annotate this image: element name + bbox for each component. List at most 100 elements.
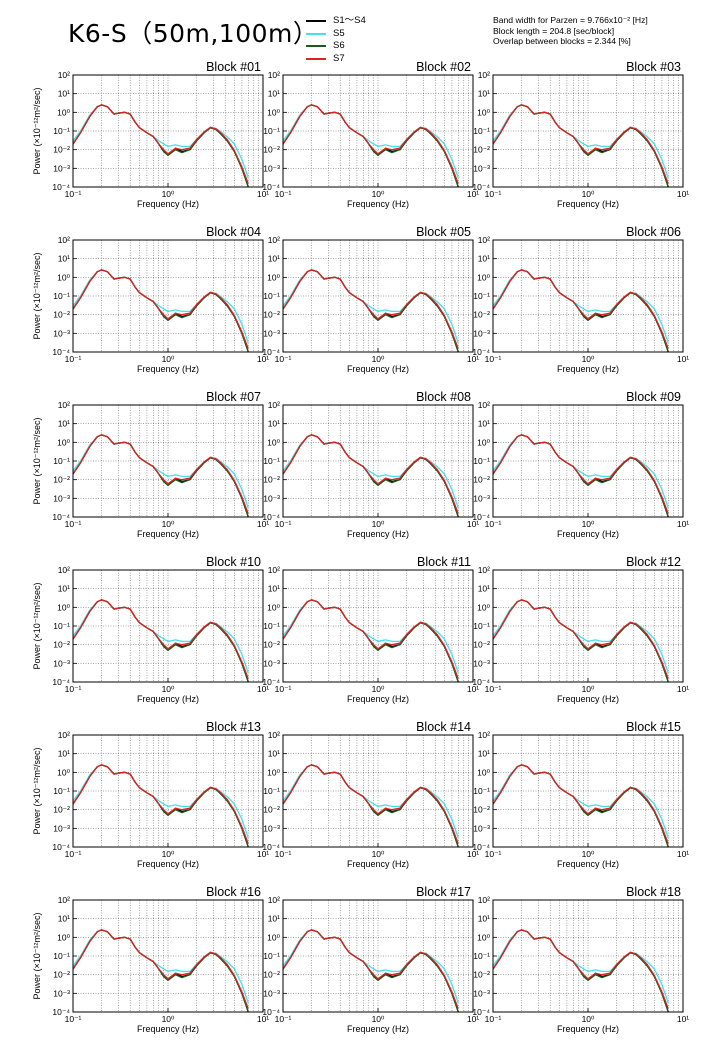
y-tick-label: 10² xyxy=(58,70,70,80)
series-line xyxy=(72,104,249,184)
y-tick-label: 10⁻⁴ xyxy=(52,512,70,522)
x-tick-label: 10¹ xyxy=(467,849,479,859)
legend-item: S7 xyxy=(306,53,366,66)
x-axis-label: Frequency (Hz) xyxy=(557,694,619,704)
series-line xyxy=(282,434,459,509)
y-tick-label: 10¹ xyxy=(58,584,70,594)
y-tick-label: 10² xyxy=(268,565,280,575)
y-tick-label: 10⁻⁴ xyxy=(52,1007,70,1017)
legend-label: S6 xyxy=(333,40,345,51)
y-tick-label: 10² xyxy=(478,565,490,575)
x-tick-label: 10¹ xyxy=(467,684,479,694)
x-tick-label: 10⁰ xyxy=(372,354,385,364)
x-tick-label: 10⁻¹ xyxy=(275,519,292,529)
y-tick-label: 10⁻² xyxy=(53,970,70,980)
y-tick-label: 10⁻¹ xyxy=(263,126,280,136)
y-tick-label: 10¹ xyxy=(268,89,280,99)
y-tick-label: 10⁻⁴ xyxy=(52,842,70,852)
y-tick-label: 10⁰ xyxy=(267,602,280,612)
y-tick-label: 10⁻² xyxy=(473,640,490,650)
y-tick-label: 10⁻⁴ xyxy=(472,512,490,522)
y-tick-label: 10⁰ xyxy=(267,272,280,282)
x-tick-label: 10¹ xyxy=(257,189,269,199)
y-tick-label: 10⁻² xyxy=(263,970,280,980)
legend-swatch xyxy=(306,20,326,23)
series-line xyxy=(282,929,459,1004)
panel-title: Block #11 xyxy=(417,555,471,569)
panel-title: Block #18 xyxy=(626,885,681,899)
panel-title: Block #13 xyxy=(206,720,261,734)
y-axis-label: Power (×10⁻¹²m²/sec) xyxy=(32,417,42,504)
x-tick-label: 10⁰ xyxy=(372,189,385,199)
series-line xyxy=(492,434,669,509)
y-tick-label: 10⁻⁴ xyxy=(472,1007,490,1017)
panel-title: Block #05 xyxy=(416,225,471,239)
y-tick-label: 10⁻³ xyxy=(473,988,490,998)
y-tick-label: 10⁻¹ xyxy=(263,621,280,631)
series-line xyxy=(282,269,459,344)
x-tick-label: 10⁰ xyxy=(582,849,595,859)
y-tick-label: 10⁰ xyxy=(477,437,490,447)
y-tick-label: 10⁻³ xyxy=(473,163,490,173)
y-tick-label: 10⁻³ xyxy=(53,163,70,173)
panel-title: Block #09 xyxy=(626,390,681,404)
y-tick-label: 10⁻¹ xyxy=(473,621,490,631)
y-tick-label: 10⁻² xyxy=(263,145,280,155)
y-tick-label: 10⁻¹ xyxy=(263,456,280,466)
y-tick-label: 10² xyxy=(478,730,490,740)
y-tick-label: 10⁰ xyxy=(477,602,490,612)
y-tick-label: 10⁻¹ xyxy=(473,786,490,796)
legend-label: S5 xyxy=(333,27,345,39)
y-tick-label: 10⁻¹ xyxy=(53,951,70,961)
y-tick-label: 10⁰ xyxy=(267,932,280,942)
x-axis-label: Frequency (Hz) xyxy=(137,199,199,209)
x-axis-label: Frequency (Hz) xyxy=(347,694,409,704)
y-tick-label: 10⁰ xyxy=(57,437,70,447)
y-tick-label: 10² xyxy=(58,400,70,410)
y-tick-label: 10¹ xyxy=(268,914,280,924)
x-tick-label: 10⁰ xyxy=(162,849,175,859)
y-tick-label: 10⁻² xyxy=(473,310,490,320)
y-tick-label: 10⁻⁴ xyxy=(52,677,70,687)
x-axis-label: Frequency (Hz) xyxy=(347,364,409,374)
y-tick-label: 10⁻² xyxy=(53,310,70,320)
x-axis-label: Frequency (Hz) xyxy=(347,529,409,539)
y-tick-label: 10⁻¹ xyxy=(53,126,70,136)
series-line xyxy=(492,269,669,344)
y-tick-label: 10⁻¹ xyxy=(53,291,70,301)
y-tick-label: 10¹ xyxy=(58,749,70,759)
y-tick-label: 10⁻³ xyxy=(263,823,280,833)
y-tick-label: 10² xyxy=(58,235,70,245)
x-tick-label: 10¹ xyxy=(677,519,689,529)
x-tick-label: 10¹ xyxy=(677,684,689,694)
series-line xyxy=(282,599,459,674)
series-line xyxy=(492,599,669,679)
page-title: K6-S（50m,100m） xyxy=(68,19,319,48)
y-tick-label: 10⁻³ xyxy=(53,328,70,338)
x-tick-label: 10⁰ xyxy=(372,849,385,859)
series-line xyxy=(492,929,669,1009)
series-line xyxy=(282,104,459,184)
y-tick-label: 10⁻² xyxy=(53,145,70,155)
y-tick-label: 10⁻¹ xyxy=(473,126,490,136)
y-tick-label: 10⁰ xyxy=(57,272,70,282)
x-tick-label: 10¹ xyxy=(677,1014,689,1024)
y-tick-label: 10⁻² xyxy=(473,805,490,815)
x-axis-label: Frequency (Hz) xyxy=(557,364,619,374)
series-line xyxy=(492,599,669,674)
y-tick-label: 10⁻² xyxy=(473,970,490,980)
x-tick-label: 10¹ xyxy=(467,189,479,199)
x-axis-label: Frequency (Hz) xyxy=(137,364,199,374)
x-tick-label: 10⁻¹ xyxy=(65,1014,82,1024)
y-tick-label: 10⁻² xyxy=(263,475,280,485)
y-tick-label: 10² xyxy=(268,400,280,410)
y-tick-label: 10¹ xyxy=(478,749,490,759)
y-tick-label: 10⁻³ xyxy=(263,658,280,668)
parameters-text: Band width for Parzen = 9.766x10⁻² [Hz] … xyxy=(493,15,648,47)
param-bandwidth: Band width for Parzen = 9.766x10⁻² [Hz] xyxy=(493,15,648,25)
